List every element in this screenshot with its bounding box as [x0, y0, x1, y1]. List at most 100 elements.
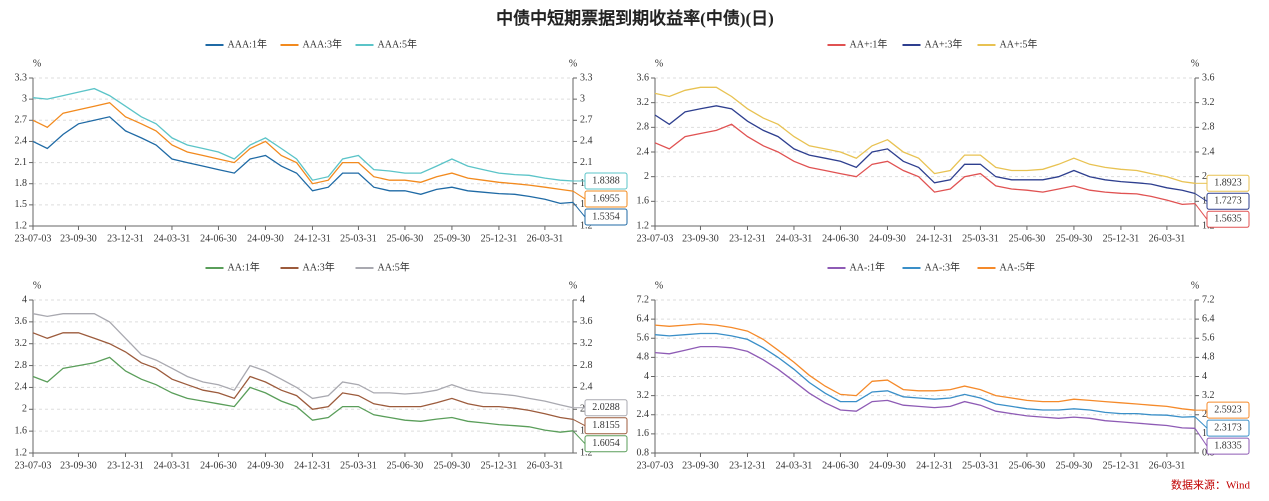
- label-leader: [572, 202, 586, 218]
- legend-label: AA:1年: [228, 260, 260, 273]
- y-tick-label: 1.6: [15, 425, 28, 436]
- legend-label: AA-:1年: [850, 260, 886, 273]
- y-tick-label: 0.8: [637, 447, 650, 458]
- value-label: 1.6955: [592, 193, 620, 204]
- y-unit: %: [33, 58, 41, 69]
- y2-tick-label: 4: [1202, 371, 1207, 382]
- x-tick-label: 26-03-31: [1149, 233, 1186, 244]
- x-tick-label: 25-03-31: [962, 460, 999, 471]
- y-unit: %: [655, 58, 663, 69]
- x-tick-label: 23-12-31: [107, 233, 144, 244]
- value-label-box: [584, 172, 628, 190]
- y-unit: %: [655, 280, 663, 291]
- x-tick-label: 25-03-31: [340, 233, 377, 244]
- y-tick-label: 4.8: [637, 352, 650, 363]
- y-tick-label: 3.2: [15, 338, 28, 349]
- y-tick-label: 3.6: [15, 316, 28, 327]
- y2-tick-label: 7.2: [1202, 294, 1215, 305]
- y-tick-label: 6.4: [637, 313, 650, 324]
- value-label: 1.7273: [1214, 196, 1242, 207]
- y-tick-label: 5.6: [637, 333, 650, 344]
- y-tick-label: 2.8: [637, 122, 650, 133]
- x-tick-label: 23-09-30: [682, 460, 719, 471]
- x-tick-label: 24-09-30: [869, 460, 906, 471]
- label-leader: [572, 430, 586, 445]
- x-tick-label: 25-06-30: [1009, 460, 1046, 471]
- y2-tick-label: 3.3: [580, 72, 593, 83]
- y-tick-label: 3.6: [637, 72, 650, 83]
- y2-tick-label: 2.8: [1202, 122, 1215, 133]
- value-label: 1.8388: [592, 175, 620, 186]
- page-title: 中债中短期票据到期收益率(中债)(日): [496, 8, 774, 28]
- x-tick-label: 24-09-30: [247, 233, 284, 244]
- y-tick-label: 2.4: [15, 382, 28, 393]
- x-tick-label: 26-03-31: [527, 233, 564, 244]
- y-tick-label: 2.7: [15, 115, 28, 126]
- y2-tick-label: 2.4: [1202, 146, 1215, 157]
- series-line: [654, 123, 1196, 206]
- value-label: 1.5635: [1214, 214, 1242, 225]
- y2-tick-label: 4: [580, 294, 585, 305]
- y-tick-label: 1.6: [637, 196, 650, 207]
- x-tick-label: 24-12-31: [916, 233, 953, 244]
- legend-label: AAA:1年: [228, 37, 267, 50]
- value-label-box: [1206, 210, 1250, 228]
- legend-label: AA-:5年: [1000, 260, 1036, 273]
- x-tick-label: 24-03-31: [776, 460, 813, 471]
- value-label-box: [1206, 437, 1250, 455]
- y-tick-label: 1.5: [15, 199, 28, 210]
- legend-label: AA-:3年: [925, 260, 961, 273]
- y2-tick-label: 2: [1202, 171, 1207, 182]
- series-line: [32, 332, 574, 421]
- y2-tick-label: 2.8: [580, 360, 593, 371]
- x-tick-label: 25-03-31: [962, 233, 999, 244]
- x-tick-label: 25-12-31: [1103, 460, 1140, 471]
- y2-unit: %: [1191, 280, 1199, 291]
- x-tick-label: 24-12-31: [916, 460, 953, 471]
- y-tick-label: 1.2: [15, 447, 28, 458]
- y-tick-label: 1.2: [637, 220, 650, 231]
- value-label-box: [1206, 174, 1250, 192]
- y2-tick-label: 1.2: [580, 447, 593, 458]
- value-label-box: [1206, 401, 1250, 419]
- y-tick-label: 4: [22, 294, 27, 305]
- label-leader: [1194, 416, 1208, 429]
- y2-tick-label: 5.6: [1202, 333, 1215, 344]
- value-label: 2.5923: [1214, 404, 1242, 415]
- y2-tick-label: 2.1: [580, 157, 593, 168]
- y-tick-label: 1.8: [15, 178, 28, 189]
- x-tick-label: 24-03-31: [154, 460, 191, 471]
- y2-tick-label: 2.4: [580, 136, 593, 147]
- x-tick-label: 26-03-31: [527, 460, 564, 471]
- y2-unit: %: [569, 58, 577, 69]
- x-tick-label: 24-03-31: [776, 233, 813, 244]
- label-leader: [572, 418, 586, 427]
- value-label-box: [584, 208, 628, 226]
- value-label: 1.8155: [592, 420, 620, 431]
- x-tick-label: 24-12-31: [294, 460, 331, 471]
- y-tick-label: 4: [644, 371, 649, 382]
- x-tick-label: 25-09-30: [434, 233, 471, 244]
- x-tick-label: 23-09-30: [682, 233, 719, 244]
- x-tick-label: 24-12-31: [294, 233, 331, 244]
- y-tick-label: 3.2: [637, 97, 650, 108]
- legend-label: AA+:3年: [925, 37, 963, 50]
- y-tick-label: 3.3: [15, 72, 28, 83]
- y-tick-label: 3.2: [637, 390, 650, 401]
- series-line: [654, 323, 1196, 411]
- series-line: [32, 116, 574, 205]
- y-unit: %: [33, 280, 41, 291]
- y-tick-label: 2.4: [15, 136, 28, 147]
- y2-tick-label: 3.2: [1202, 97, 1215, 108]
- y-tick-label: 7.2: [637, 294, 650, 305]
- value-label-box: [1206, 419, 1250, 437]
- x-tick-label: 24-03-31: [154, 233, 191, 244]
- y2-tick-label: 3.6: [1202, 72, 1215, 83]
- x-tick-label: 24-06-30: [822, 460, 859, 471]
- y2-tick-label: 6.4: [1202, 313, 1215, 324]
- source: 数据来源：Wind: [1171, 478, 1250, 492]
- y2-tick-label: 1.2: [580, 220, 593, 231]
- y2-unit: %: [1191, 58, 1199, 69]
- x-tick-label: 23-09-30: [60, 233, 97, 244]
